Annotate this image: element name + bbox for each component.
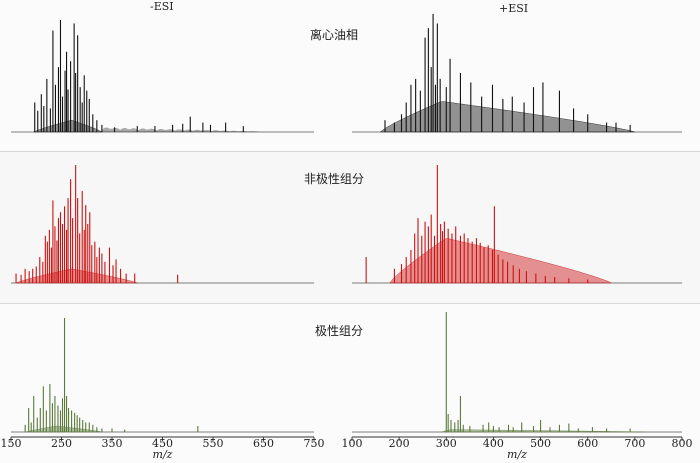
x-tick-label-p1-5: 600 <box>577 437 598 450</box>
row-divider-1 <box>0 151 700 152</box>
row-label-nonpolar: 非极性组分 <box>304 172 365 186</box>
x-tick-label-p1-6: 700 <box>624 437 645 450</box>
envelope-r1-p1 <box>389 238 612 284</box>
envelope-r1-p0 <box>16 268 138 284</box>
row-background-3 <box>0 303 700 463</box>
x-tick-label-p0-2: 350 <box>102 437 123 450</box>
x-tick-label-p1-2: 300 <box>436 437 457 450</box>
x-tick-label-p1-3: 400 <box>483 437 504 450</box>
x-axis-label-p0: m/z <box>153 448 173 461</box>
x-tick-label-p0-5: 650 <box>253 437 274 450</box>
row-label-oil-phase: 离心油相 <box>310 28 359 42</box>
x-tick-label-p1-1: 200 <box>389 437 410 450</box>
x-tick-label-p0-4: 550 <box>203 437 224 450</box>
mode-label-positive: +ESI <box>499 2 529 15</box>
x-tick-label-p0-0: 150 <box>1 437 22 450</box>
row-background-1 <box>0 0 700 151</box>
tail-envelope-r0-p0 <box>101 127 259 132</box>
mode-label-negative: -ESI <box>150 0 174 13</box>
x-tick-label-p1-0: 100 <box>342 437 363 450</box>
x-tick-label-p0-6: 750 <box>304 437 325 450</box>
row-label-polar: 极性组分 <box>315 324 364 338</box>
x-axis-label-p1: m/z <box>507 448 527 461</box>
x-tick-label-p0-1: 250 <box>51 437 72 450</box>
envelope-r2-p1 <box>441 429 645 433</box>
x-tick-label-p1-4: 500 <box>530 437 551 450</box>
x-tick-label-p0-3: 450 <box>152 437 173 450</box>
row-divider-2 <box>0 303 700 304</box>
envelope-r0-p1 <box>379 101 635 133</box>
x-tick-label-p1-7: 800 <box>672 437 693 450</box>
